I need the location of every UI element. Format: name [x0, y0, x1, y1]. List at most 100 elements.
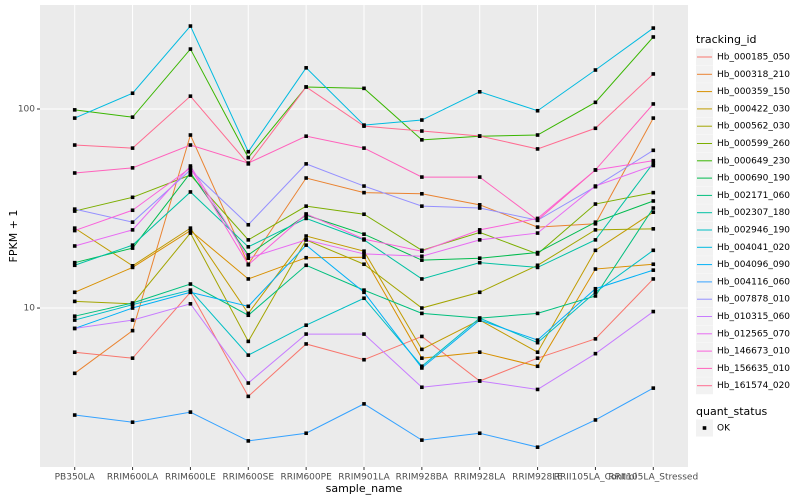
data-point [651, 262, 656, 267]
data-point [246, 353, 251, 357]
data-point [477, 90, 482, 94]
data-point [246, 238, 251, 242]
data-point [304, 263, 308, 268]
data-point [477, 318, 482, 322]
legend-label: Hb_000649_230 [717, 156, 790, 166]
y-tick-label: 10 [24, 304, 36, 314]
data-point [593, 286, 598, 291]
data-point [188, 166, 193, 170]
data-point [188, 173, 193, 177]
data-point [130, 195, 135, 200]
data-point [362, 332, 366, 336]
data-point [130, 356, 135, 360]
data-point [420, 118, 424, 122]
data-point [304, 85, 308, 89]
data-point [420, 175, 424, 179]
data-point [304, 243, 308, 247]
data-point [72, 226, 77, 230]
data-point [188, 190, 193, 194]
data-point [420, 254, 424, 259]
data-point [477, 238, 482, 242]
data-point [188, 288, 193, 292]
data-point [535, 225, 540, 229]
legend-label: Hb_000562_030 [717, 122, 790, 132]
data-point [420, 249, 424, 253]
data-point [72, 413, 77, 417]
data-point [420, 356, 424, 360]
data-point [651, 158, 656, 163]
data-point [188, 171, 193, 175]
data-point [188, 143, 193, 147]
data-point [477, 228, 482, 232]
legend-label: Hb_004041_020 [717, 243, 790, 253]
data-point [651, 386, 656, 390]
data-point [362, 255, 366, 260]
data-point [593, 248, 598, 253]
data-point [420, 366, 424, 370]
data-point [246, 394, 251, 399]
data-point [477, 175, 482, 179]
data-point [651, 199, 656, 203]
legend-label: Hb_000422_030 [717, 104, 790, 114]
data-point [304, 234, 308, 238]
data-point [651, 206, 656, 210]
data-point [362, 124, 366, 128]
data-point [535, 218, 540, 223]
data-point [362, 190, 366, 195]
legend-label: Hb_000359_150 [717, 87, 790, 97]
legend-label: Hb_007878_010 [717, 295, 790, 305]
data-point [535, 250, 540, 255]
data-point [535, 265, 540, 270]
data-point [188, 302, 193, 306]
data-point [593, 267, 598, 271]
data-point [72, 350, 77, 354]
data-point [304, 323, 308, 327]
data-point [535, 338, 540, 342]
data-point [477, 260, 482, 265]
data-point [246, 304, 251, 309]
data-point [304, 332, 308, 336]
data-point [362, 252, 366, 256]
legend-label: Hb_000690_190 [717, 174, 790, 184]
data-point [246, 222, 251, 227]
legend-label: Hb_161574_020 [717, 381, 790, 391]
data-point [651, 161, 656, 165]
data-point [651, 163, 656, 168]
legend-label: Hb_012565_070 [717, 329, 790, 339]
data-point [72, 299, 77, 304]
data-point [130, 420, 135, 424]
data-point [72, 171, 77, 175]
data-point [72, 209, 77, 213]
legend-label: Hb_004096_090 [717, 260, 790, 270]
data-point [535, 387, 540, 392]
data-point [246, 311, 251, 316]
data-point [420, 258, 424, 262]
data-point [362, 290, 366, 295]
data-point [188, 228, 193, 233]
data-point [420, 438, 424, 442]
data-point [188, 231, 193, 235]
data-point [535, 311, 540, 316]
data-point [246, 155, 251, 160]
data-point [420, 138, 424, 142]
data-point [72, 207, 77, 211]
data-point [304, 238, 308, 242]
data-point [188, 94, 193, 98]
legend-label: Hb_002946_190 [717, 226, 790, 236]
data-point [651, 277, 656, 281]
data-point [304, 66, 308, 70]
legend-label: Hb_146673_010 [717, 347, 790, 357]
data-point [593, 418, 598, 422]
data-point [72, 143, 77, 147]
data-point [593, 184, 598, 188]
data-point [535, 356, 540, 360]
data-point [72, 371, 77, 376]
data-point [130, 302, 135, 307]
data-point [535, 231, 540, 235]
data-point [593, 238, 598, 242]
data-point [304, 212, 308, 216]
data-point [477, 134, 482, 138]
data-point [188, 290, 193, 295]
data-point [535, 263, 540, 268]
data-point [188, 164, 193, 168]
